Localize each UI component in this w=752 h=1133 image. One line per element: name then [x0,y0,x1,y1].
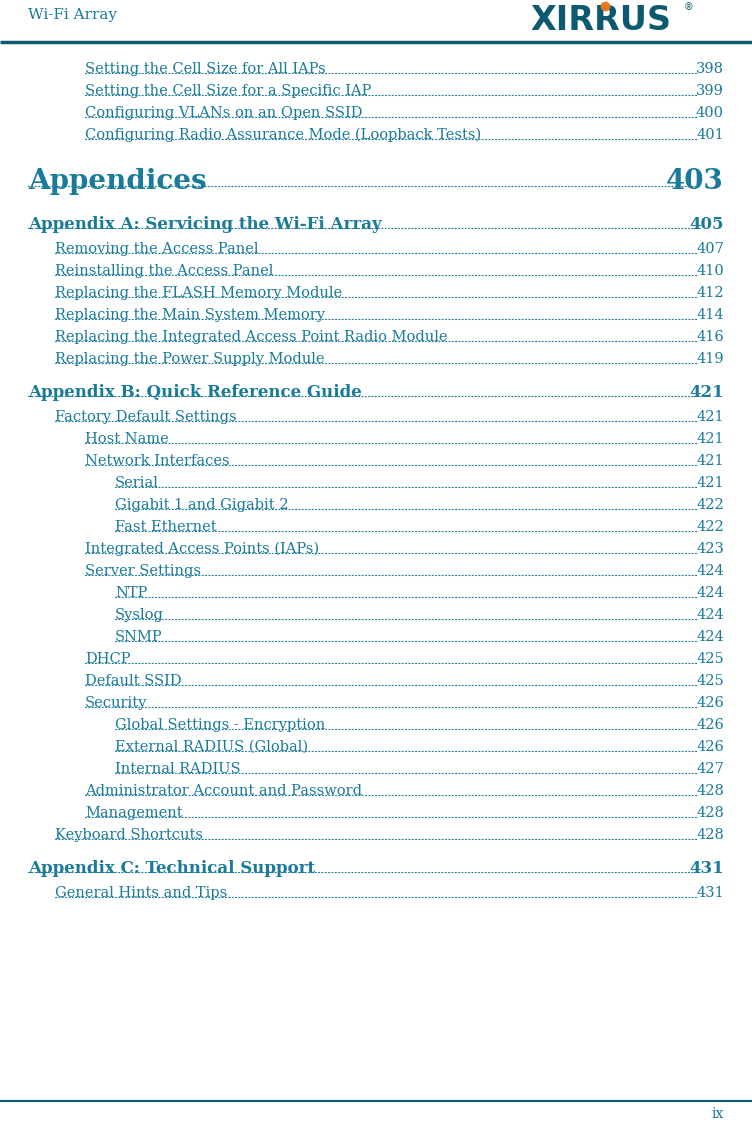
Text: 398: 398 [696,62,724,76]
Text: Removing the Access Panel: Removing the Access Panel [55,242,259,256]
Text: Wi-Fi Array: Wi-Fi Array [28,8,117,22]
Text: Appendices: Appendices [28,168,207,195]
Text: 403: 403 [666,168,724,195]
Text: 401: 401 [696,128,724,142]
Text: 399: 399 [696,84,724,97]
Text: 421: 421 [696,454,724,468]
Text: Fast Ethernet: Fast Ethernet [115,520,217,534]
Text: Server Settings: Server Settings [85,564,201,578]
Text: 425: 425 [696,651,724,666]
Text: 424: 424 [696,586,724,600]
Text: 427: 427 [696,763,724,776]
Text: 423: 423 [696,542,724,556]
Text: 424: 424 [696,630,724,644]
Text: NTP: NTP [115,586,147,600]
Text: Configuring Radio Assurance Mode (Loopback Tests): Configuring Radio Assurance Mode (Loopba… [85,128,481,143]
Text: Factory Default Settings: Factory Default Settings [55,410,237,424]
Text: Replacing the FLASH Memory Module: Replacing the FLASH Memory Module [55,286,342,300]
Text: Network Interfaces: Network Interfaces [85,454,229,468]
Text: 424: 424 [696,564,724,578]
Text: Appendix B: Quick Reference Guide: Appendix B: Quick Reference Guide [28,384,362,401]
Text: Syslog: Syslog [115,608,164,622]
Text: 421: 421 [690,384,724,401]
Text: 421: 421 [696,476,724,489]
Text: Configuring VLANs on an Open SSID: Configuring VLANs on an Open SSID [85,107,362,120]
Text: 426: 426 [696,696,724,710]
Text: Management: Management [85,806,183,820]
Text: ®: ® [684,2,694,12]
Text: Appendix C: Technical Support: Appendix C: Technical Support [28,860,315,877]
Text: Replacing the Power Supply Module: Replacing the Power Supply Module [55,352,325,366]
Text: 428: 428 [696,806,724,820]
Text: Replacing the Main System Memory: Replacing the Main System Memory [55,308,325,322]
Text: Default SSID: Default SSID [85,674,182,688]
Text: Keyboard Shortcuts: Keyboard Shortcuts [55,828,203,842]
Text: 400: 400 [696,107,724,120]
Text: Gigabit 1 and Gigabit 2: Gigabit 1 and Gigabit 2 [115,499,289,512]
Text: 426: 426 [696,718,724,732]
Text: 428: 428 [696,784,724,798]
Text: Global Settings - Encryption: Global Settings - Encryption [115,718,326,732]
Text: 416: 416 [696,330,724,344]
Text: 424: 424 [696,608,724,622]
Text: Security: Security [85,696,147,710]
Text: 425: 425 [696,674,724,688]
Text: Serial: Serial [115,476,159,489]
Text: 407: 407 [696,242,724,256]
Text: General Hints and Tips: General Hints and Tips [55,886,227,900]
Text: 405: 405 [690,216,724,233]
Text: 422: 422 [696,499,724,512]
Text: 414: 414 [696,308,724,322]
Text: Appendix A: Servicing the Wi-Fi Array: Appendix A: Servicing the Wi-Fi Array [28,216,381,233]
Text: 421: 421 [696,410,724,424]
Text: Host Name: Host Name [85,432,168,446]
Text: 431: 431 [696,886,724,900]
Text: 431: 431 [690,860,724,877]
Text: 426: 426 [696,740,724,753]
Text: 421: 421 [696,432,724,446]
Text: Administrator Account and Password: Administrator Account and Password [85,784,362,798]
Text: Setting the Cell Size for All IAPs: Setting the Cell Size for All IAPs [85,62,326,76]
Text: Setting the Cell Size for a Specific IAP: Setting the Cell Size for a Specific IAP [85,84,371,97]
Text: DHCP: DHCP [85,651,131,666]
Text: ix: ix [711,1107,724,1121]
Text: 428: 428 [696,828,724,842]
Text: Reinstalling the Access Panel: Reinstalling the Access Panel [55,264,274,278]
Text: External RADIUS (Global): External RADIUS (Global) [115,740,308,753]
Text: 412: 412 [696,286,724,300]
Text: XIRRUS: XIRRUS [530,5,671,37]
Text: Integrated Access Points (IAPs): Integrated Access Points (IAPs) [85,542,319,556]
Text: Replacing the Integrated Access Point Radio Module: Replacing the Integrated Access Point Ra… [55,330,447,344]
Text: SNMP: SNMP [115,630,162,644]
Text: Internal RADIUS: Internal RADIUS [115,763,241,776]
Text: 422: 422 [696,520,724,534]
Text: 410: 410 [696,264,724,278]
Text: 419: 419 [696,352,724,366]
